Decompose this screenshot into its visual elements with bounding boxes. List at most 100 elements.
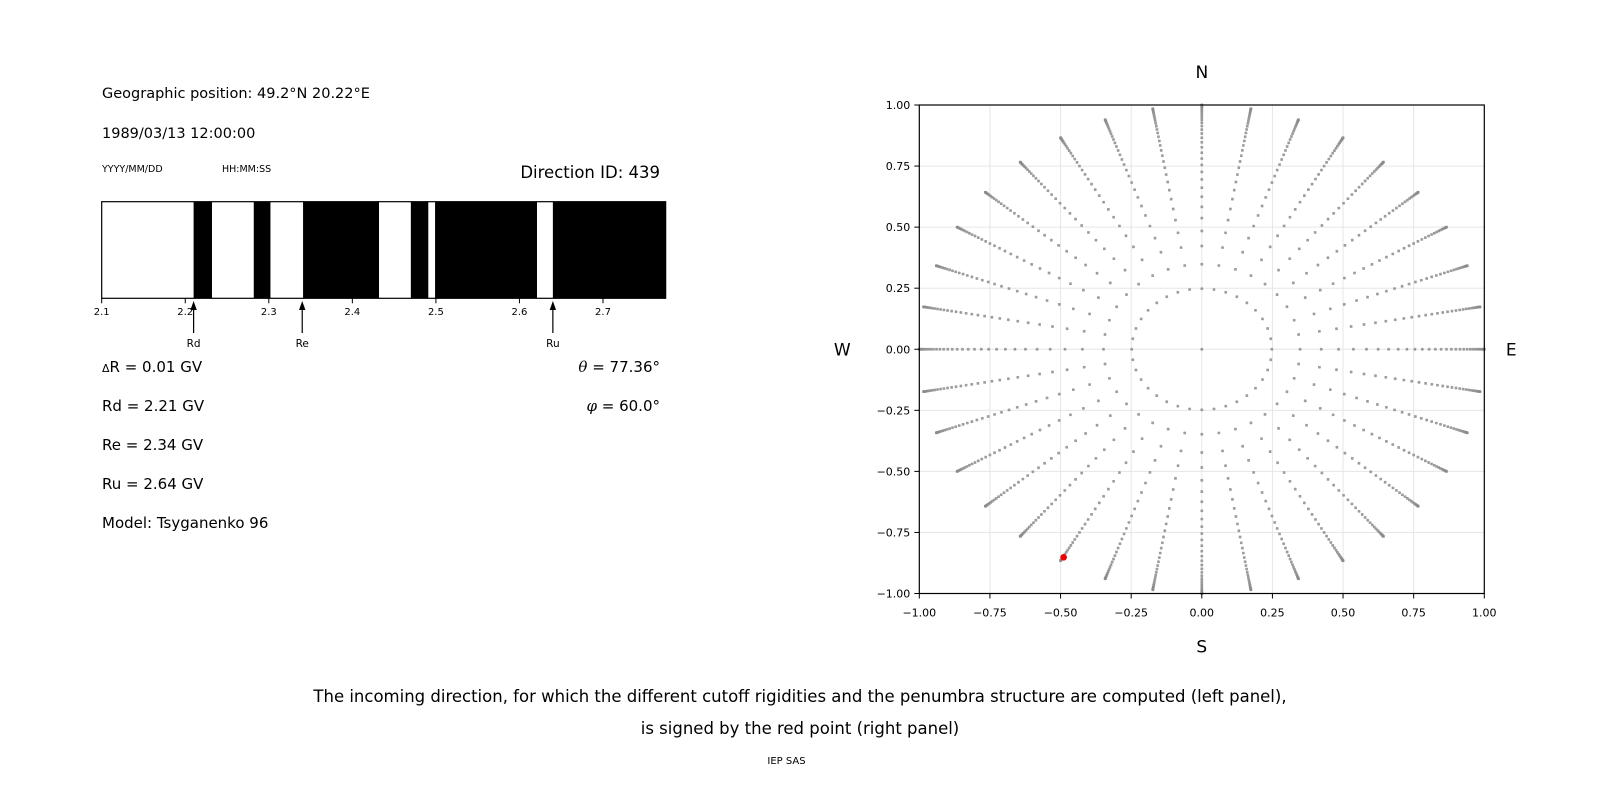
- direction-dot: [1363, 466, 1367, 470]
- direction-dot: [980, 278, 984, 282]
- direction-dot: [1357, 185, 1361, 189]
- direction-dot: [1080, 224, 1084, 227]
- direction-dot: [1288, 557, 1292, 561]
- direction-dot: [1200, 229, 1204, 233]
- direction-dot: [1200, 163, 1204, 167]
- direction-dot: [1291, 414, 1295, 417]
- direction-dot: [1454, 386, 1458, 390]
- direction-dot: [948, 268, 951, 272]
- direction-dot: [957, 271, 961, 275]
- direction-dot: [1200, 549, 1204, 553]
- direction-dot: [1397, 249, 1401, 253]
- direction-dot: [1284, 546, 1287, 550]
- direction-dot: [1293, 487, 1297, 491]
- direction-dot: [1320, 471, 1324, 475]
- direction-dot: [1137, 413, 1140, 416]
- direction-dot: [986, 415, 990, 418]
- direction-dot: [1379, 477, 1383, 481]
- direction-dot: [1071, 307, 1075, 311]
- direction-dot: [1066, 548, 1069, 552]
- penumbra-band-white: [428, 201, 436, 299]
- direction-dot: [1269, 337, 1273, 341]
- direction-dot: [1110, 560, 1114, 564]
- direction-dot: [1403, 200, 1407, 204]
- direction-dot: [1354, 189, 1357, 193]
- direction-dot: [1455, 428, 1458, 431]
- model-label: Model: Tsyganenko 96: [102, 514, 269, 532]
- direction-dot: [1326, 256, 1330, 260]
- direction-dot: [1366, 518, 1370, 522]
- direction-dot: [1200, 216, 1204, 220]
- direction-dot: [1153, 578, 1157, 582]
- direction-dot: [970, 462, 974, 466]
- direction-dot: [1260, 437, 1263, 441]
- direction-dot: [984, 240, 988, 243]
- direction-dot: [1402, 246, 1406, 250]
- direction-dot: [957, 424, 961, 427]
- direction-dot: [1144, 214, 1147, 217]
- direction-dot: [1024, 347, 1027, 351]
- direction-dot: [988, 242, 992, 245]
- ru-value: Ru = 2.64 GV: [102, 475, 204, 493]
- direction-dot: [950, 347, 954, 351]
- direction-dot: [1043, 185, 1046, 189]
- direction-dot: [1245, 301, 1249, 305]
- direction-dot: [1018, 535, 1022, 538]
- direction-dot: [1449, 347, 1453, 351]
- direction-dot: [1047, 424, 1051, 427]
- direction-dot: [1349, 325, 1353, 328]
- direction-dot: [1217, 264, 1221, 267]
- direction-dot: [1048, 347, 1052, 351]
- direction-dot: [980, 457, 984, 461]
- direction-dot: [1435, 230, 1438, 234]
- direction-dot: [1112, 215, 1115, 219]
- direction-dot: [1275, 168, 1279, 172]
- direction-id-label: Direction ID: 439: [520, 163, 660, 182]
- direction-dot: [945, 428, 949, 431]
- penumbra-x-tick-label: 2.7: [595, 307, 611, 318]
- direction-dot: [1234, 268, 1237, 271]
- direction-dot: [1148, 471, 1152, 474]
- direction-dot: [984, 190, 987, 194]
- direction-dot: [1277, 426, 1280, 430]
- direction-dot: [1383, 214, 1387, 218]
- direction-dot: [1385, 405, 1388, 409]
- direction-dot: [1057, 392, 1061, 396]
- direction-dot: [1013, 347, 1017, 351]
- direction-dot: [1200, 140, 1204, 144]
- direction-dot: [1174, 218, 1177, 222]
- direction-dot: [1424, 382, 1428, 385]
- direction-dot: [1452, 427, 1456, 430]
- date-format-label: YYYY/MM/DD: [102, 164, 163, 175]
- direction-dot: [1341, 559, 1345, 563]
- direction-dot: [1245, 124, 1249, 128]
- penumbra-frame: [101, 201, 667, 299]
- direction-dot: [1103, 577, 1107, 581]
- direction-dot: [1478, 390, 1482, 394]
- direction-dot: [1393, 377, 1397, 381]
- direction-dot: [1102, 200, 1105, 204]
- direction-dot: [1241, 149, 1244, 152]
- direction-dot: [1017, 214, 1020, 218]
- direction-dot: [1108, 318, 1111, 322]
- direction-dot: [1004, 347, 1007, 351]
- direction-dot: [998, 448, 1001, 452]
- direction-dot: [1432, 231, 1436, 235]
- direction-dot: [1395, 489, 1398, 492]
- direction-dot: [1410, 379, 1414, 383]
- direction-dot: [1264, 196, 1268, 199]
- direction-dot: [1291, 132, 1294, 136]
- direction-dot: [1125, 168, 1128, 172]
- direction-dot: [1200, 136, 1204, 140]
- direction-dot: [954, 310, 958, 314]
- direction-dot: [1342, 303, 1346, 306]
- direction-dot: [1120, 158, 1124, 161]
- direction-dot: [1229, 488, 1232, 491]
- direction-dot: [1292, 376, 1296, 380]
- direction-dot: [1243, 135, 1247, 139]
- direction-dot: [999, 202, 1003, 206]
- direction-dot: [1057, 303, 1061, 306]
- penumbra-x-tick-label: 2.5: [428, 307, 444, 318]
- direction-dot: [1200, 490, 1204, 493]
- direction-dot: [1320, 224, 1324, 227]
